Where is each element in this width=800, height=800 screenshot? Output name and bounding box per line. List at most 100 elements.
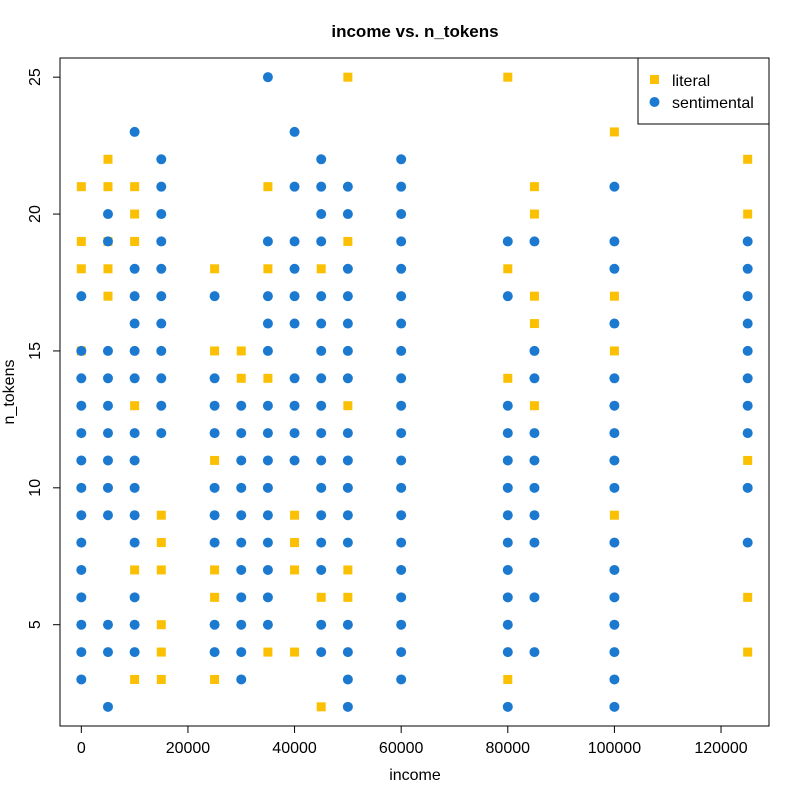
sentimental-point xyxy=(102,236,113,247)
literal-point xyxy=(529,182,539,192)
sentimental-point xyxy=(396,428,407,439)
sentimental-point xyxy=(396,647,407,658)
literal-point xyxy=(103,182,113,192)
sentimental-point xyxy=(396,291,407,302)
sentimental-point xyxy=(502,482,513,493)
sentimental-point xyxy=(529,647,540,658)
sentimental-point xyxy=(316,318,327,329)
sentimental-point xyxy=(289,291,300,302)
sentimental-point xyxy=(129,482,140,493)
sentimental-point xyxy=(609,236,620,247)
sentimental-point xyxy=(262,345,273,356)
literal-point xyxy=(156,565,166,575)
sentimental-point xyxy=(76,482,87,493)
literal-point xyxy=(503,264,513,274)
sentimental-point xyxy=(76,564,87,575)
sentimental-point xyxy=(609,263,620,274)
literal-point xyxy=(743,455,753,465)
sentimental-point xyxy=(529,537,540,548)
sentimental-point xyxy=(342,537,353,548)
literal-point xyxy=(130,565,140,575)
x-tick-label: 0 xyxy=(77,740,86,757)
sentimental-point xyxy=(502,619,513,630)
literal-point xyxy=(290,565,300,575)
sentimental-point xyxy=(529,510,540,521)
sentimental-point xyxy=(342,619,353,630)
sentimental-point xyxy=(502,564,513,575)
sentimental-point xyxy=(262,510,273,521)
literal-point xyxy=(263,647,273,657)
sentimental-point xyxy=(156,291,167,302)
sentimental-point xyxy=(289,181,300,192)
sentimental-point xyxy=(396,592,407,603)
sentimental-point xyxy=(316,291,327,302)
sentimental-point xyxy=(342,482,353,493)
literal-point xyxy=(290,510,300,520)
sentimental-point xyxy=(209,647,220,658)
sentimental-point xyxy=(262,537,273,548)
sentimental-point xyxy=(316,482,327,493)
literal-point xyxy=(210,674,220,684)
sentimental-point xyxy=(316,236,327,247)
sentimental-point xyxy=(262,236,273,247)
sentimental-point xyxy=(156,154,167,165)
sentimental-point xyxy=(742,236,753,247)
sentimental-point xyxy=(129,263,140,274)
literal-point xyxy=(103,291,113,301)
literal-point xyxy=(529,319,539,329)
sentimental-point xyxy=(316,428,327,439)
literal-point xyxy=(210,592,220,602)
sentimental-point xyxy=(609,619,620,630)
sentimental-point xyxy=(742,291,753,302)
sentimental-point xyxy=(102,400,113,411)
sentimental-point xyxy=(76,455,87,466)
literal-point xyxy=(103,154,113,164)
sentimental-point xyxy=(209,537,220,548)
sentimental-point xyxy=(396,345,407,356)
sentimental-point xyxy=(102,619,113,630)
sentimental-point xyxy=(316,510,327,521)
sentimental-point xyxy=(76,400,87,411)
sentimental-point xyxy=(342,701,353,712)
y-tick-label: 20 xyxy=(27,205,44,223)
literal-point xyxy=(503,373,513,383)
sentimental-point xyxy=(342,373,353,384)
x-tick-label: 20000 xyxy=(166,740,211,757)
x-tick-label: 60000 xyxy=(379,740,424,757)
literal-point xyxy=(103,264,113,274)
sentimental-point xyxy=(316,455,327,466)
y-axis-label: n_tokens xyxy=(1,360,18,425)
sentimental-point xyxy=(102,209,113,220)
sentimental-point xyxy=(236,428,247,439)
sentimental-point xyxy=(262,291,273,302)
sentimental-point xyxy=(609,482,620,493)
sentimental-point xyxy=(396,236,407,247)
sentimental-point xyxy=(262,400,273,411)
sentimental-point xyxy=(289,126,300,137)
sentimental-point xyxy=(609,647,620,658)
sentimental-point xyxy=(529,373,540,384)
sentimental-point xyxy=(316,564,327,575)
sentimental-point xyxy=(129,592,140,603)
literal-point xyxy=(210,264,220,274)
sentimental-point xyxy=(289,400,300,411)
literal-point xyxy=(343,236,353,246)
legend-box xyxy=(637,57,770,125)
sentimental-point xyxy=(236,510,247,521)
literal-point xyxy=(130,236,140,246)
sentimental-point xyxy=(609,400,620,411)
sentimental-point xyxy=(316,647,327,658)
sentimental-point xyxy=(396,181,407,192)
sentimental-point xyxy=(396,537,407,548)
sentimental-point xyxy=(396,674,407,685)
legend-sentimental-label: sentimental xyxy=(672,95,754,112)
sentimental-point xyxy=(76,647,87,658)
sentimental-point xyxy=(396,263,407,274)
sentimental-point xyxy=(129,318,140,329)
literal-point xyxy=(609,510,619,520)
literal-point xyxy=(130,401,140,411)
sentimental-point xyxy=(236,482,247,493)
sentimental-point xyxy=(209,482,220,493)
sentimental-point xyxy=(529,455,540,466)
sentimental-point xyxy=(209,291,220,302)
